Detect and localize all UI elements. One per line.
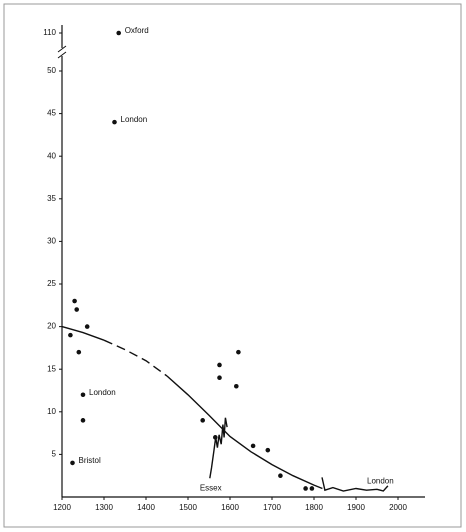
y-tick-label: 15: [47, 364, 56, 373]
x-tick-label: 1700: [263, 503, 281, 512]
trend-line: [166, 375, 323, 490]
x-tick-label: 1800: [305, 503, 323, 512]
y-tick-label: 35: [47, 194, 56, 203]
y-tick-label: 10: [47, 407, 56, 416]
x-tick-label: 1600: [221, 503, 239, 512]
point: [80, 418, 86, 423]
line-label: London: [367, 476, 394, 485]
point: [74, 307, 79, 312]
point-label: London: [89, 388, 116, 397]
point: [278, 473, 283, 479]
x-tick-label: 1500: [179, 503, 197, 512]
trend-line: [321, 477, 389, 492]
y-tick-label: 50: [47, 66, 56, 75]
y-tick-label: 110: [43, 28, 56, 37]
y-tick-label: 40: [47, 151, 56, 160]
point: [84, 324, 90, 329]
point: [250, 443, 256, 449]
point: [68, 332, 73, 338]
point: [70, 460, 75, 466]
y-tick-label: 25: [47, 279, 56, 288]
x-tick-label: 1400: [137, 503, 155, 512]
point: [200, 418, 205, 423]
x-tick-label: 1200: [53, 503, 71, 512]
point: [234, 383, 239, 389]
point: [116, 30, 121, 36]
trend-line: [209, 417, 228, 479]
point-label: Bristol: [79, 456, 101, 465]
trend-line: [103, 339, 168, 377]
x-tick-label: 1300: [95, 503, 113, 512]
y-tick-label: 30: [47, 237, 56, 246]
point-label: Oxford: [125, 26, 149, 35]
point: [217, 362, 222, 368]
point: [72, 298, 77, 304]
point: [217, 375, 222, 381]
x-tick-label: 2000: [389, 503, 407, 512]
point: [303, 486, 308, 491]
frame: [3, 3, 462, 528]
trend-line: [61, 325, 105, 341]
y-tick-label: 20: [47, 322, 56, 331]
point: [76, 349, 82, 355]
point: [112, 119, 117, 125]
point-label: London: [121, 115, 148, 124]
line-label: Essex: [200, 483, 222, 492]
point: [265, 447, 271, 453]
x-tick-label: 1900: [347, 503, 365, 512]
axis-break: [57, 45, 67, 59]
point: [213, 435, 218, 440]
y-tick-label: 5: [52, 450, 57, 459]
point: [309, 486, 315, 491]
point: [236, 349, 241, 355]
point: [80, 392, 86, 398]
y-tick-label: 45: [47, 109, 56, 118]
